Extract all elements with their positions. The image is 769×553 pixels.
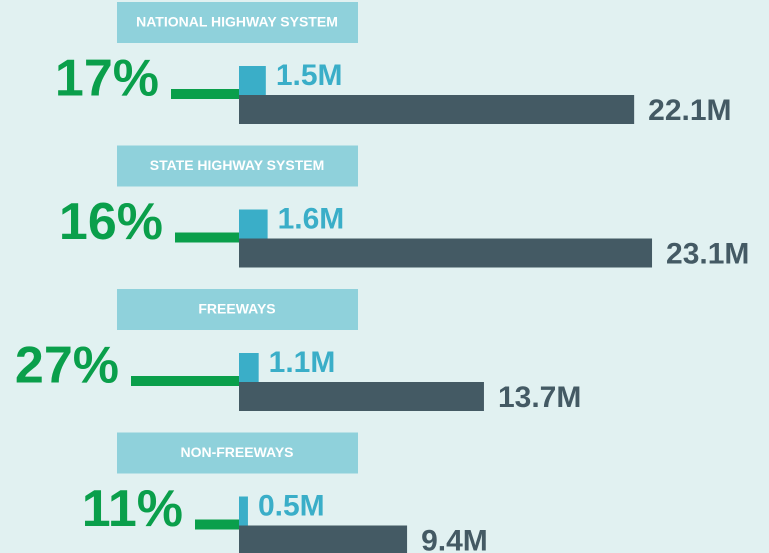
share-bar: [175, 232, 239, 243]
small-value-label: 1.1M: [269, 346, 336, 379]
large-value-label: 23.1M: [666, 237, 749, 270]
small-value-label: 1.6M: [278, 202, 345, 235]
category-label: NON-FREEWAYS: [180, 444, 293, 460]
small-value-label: 0.5M: [258, 489, 325, 522]
small-value-label: 1.5M: [276, 59, 343, 92]
category-box: [117, 2, 358, 43]
category-box: [117, 145, 358, 187]
share-bar: [195, 519, 239, 530]
bar-small: [239, 496, 248, 526]
bar-small: [239, 353, 259, 382]
large-value-label: 22.1M: [648, 94, 731, 127]
bar-small: [239, 209, 268, 239]
share-label: 27%: [15, 337, 119, 395]
category-label: FREEWAYS: [198, 301, 275, 317]
share-label: 17%: [55, 50, 159, 108]
large-value-label: 13.7M: [498, 381, 581, 414]
bar-large: [239, 238, 653, 268]
share-label: 16%: [59, 193, 163, 251]
bar-large: [239, 382, 484, 411]
share-bar: [171, 89, 239, 99]
category-box: [117, 289, 358, 330]
share-label: 11%: [82, 480, 183, 538]
bar-large: [239, 525, 408, 553]
category-label: NATIONAL HIGHWAY SYSTEM: [136, 14, 338, 30]
large-value-label: 9.4M: [421, 524, 488, 553]
share-bar: [131, 376, 239, 386]
bar-small: [239, 66, 266, 95]
category-label: STATE HIGHWAY SYSTEM: [150, 157, 325, 173]
category-box: [117, 432, 358, 474]
bar-large: [239, 95, 635, 124]
